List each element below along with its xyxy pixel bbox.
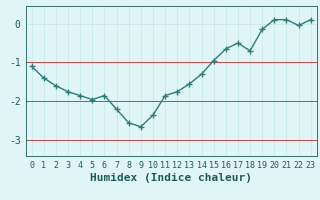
X-axis label: Humidex (Indice chaleur): Humidex (Indice chaleur) (90, 173, 252, 183)
